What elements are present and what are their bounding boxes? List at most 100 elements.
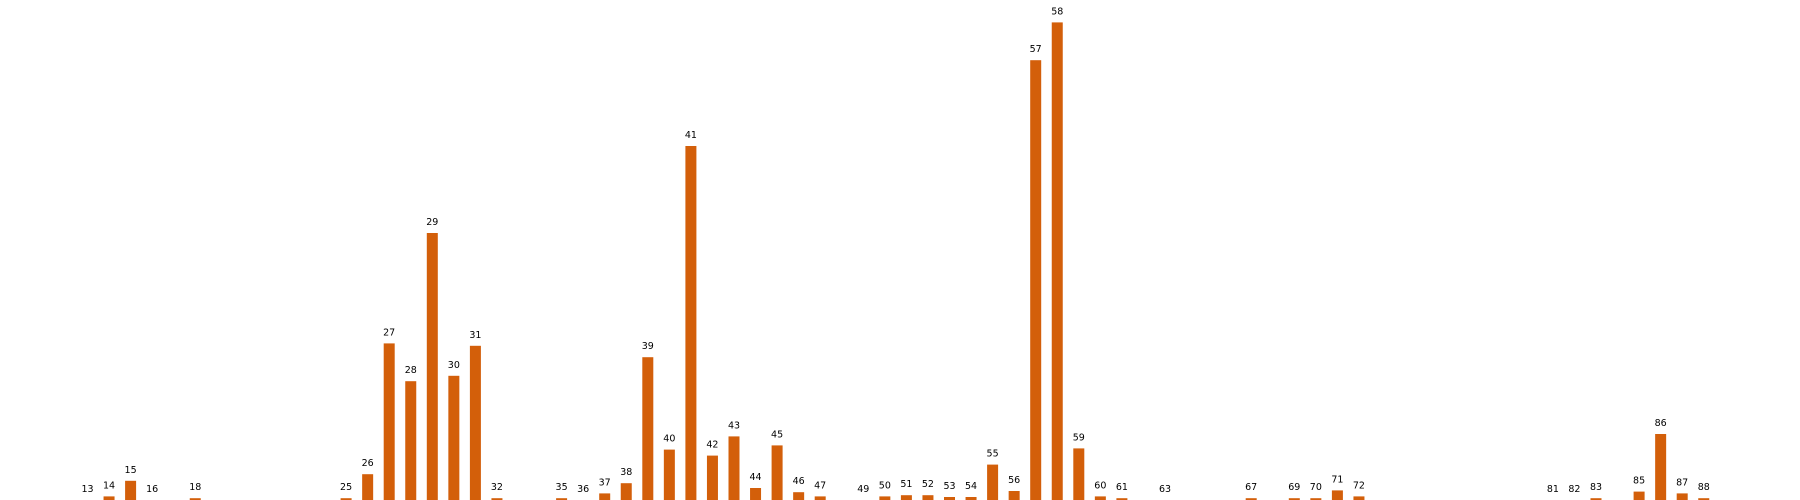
bar-47 (814, 496, 826, 500)
bar-87 (1676, 493, 1688, 500)
bar-label-16: 16 (146, 484, 158, 495)
bar-label-55: 55 (987, 449, 999, 460)
bar-label-27: 27 (383, 327, 395, 338)
bar-label-26: 26 (362, 458, 374, 469)
bar-41 (685, 146, 697, 500)
bar-88 (1698, 498, 1710, 500)
bar-label-37: 37 (599, 477, 611, 488)
bar-label-69: 69 (1288, 482, 1300, 493)
bar-label-14: 14 (103, 480, 115, 491)
bar-label-71: 71 (1331, 474, 1343, 485)
bar-60 (1094, 496, 1106, 500)
bar-42 (706, 455, 718, 500)
bar-label-58: 58 (1051, 6, 1063, 17)
bar-61 (1116, 498, 1128, 500)
bar-14 (103, 496, 115, 500)
bar-label-43: 43 (728, 420, 740, 431)
bar-58 (1051, 22, 1063, 500)
bar-30 (448, 375, 460, 500)
bar-label-49: 49 (857, 484, 869, 495)
bar-18 (189, 498, 201, 500)
bar-85 (1633, 491, 1645, 500)
bar-label-30: 30 (448, 360, 460, 371)
bar-label-31: 31 (469, 330, 481, 341)
bar-57 (1030, 60, 1042, 500)
bar-label-36: 36 (577, 484, 589, 495)
bar-53 (944, 497, 955, 500)
bar-label-35: 35 (556, 482, 568, 493)
bar-27 (383, 343, 395, 500)
bar-52 (922, 495, 934, 500)
bars-group (103, 22, 1710, 500)
bar-31 (469, 345, 481, 500)
bar-label-47: 47 (814, 480, 826, 491)
bar-45 (771, 445, 783, 500)
bar-54 (965, 497, 977, 500)
bar-label-28: 28 (405, 365, 417, 376)
bar-label-56: 56 (1008, 475, 1020, 486)
bar-label-18: 18 (189, 482, 201, 493)
bar-59 (1073, 448, 1085, 500)
bar-86 (1655, 434, 1667, 500)
bar-43 (728, 436, 740, 500)
bar-25 (340, 498, 352, 500)
bar-70 (1310, 498, 1322, 500)
bar-15 (125, 480, 137, 500)
bar-label-32: 32 (491, 482, 503, 493)
bar-label-52: 52 (922, 479, 934, 490)
bar-label-50: 50 (879, 480, 891, 491)
bar-label-59: 59 (1073, 432, 1085, 443)
bar-label-53: 53 (943, 481, 955, 492)
bar-label-60: 60 (1094, 480, 1106, 491)
bar-35 (556, 498, 568, 500)
bar-label-86: 86 (1655, 418, 1667, 429)
bar-67 (1245, 498, 1257, 500)
labels-group: 13 14 15 16 18 25 26 27 28 29 30 31 32 35 36 37 38 39 40 41… (81, 6, 1709, 495)
bar-label-82: 82 (1568, 484, 1580, 495)
bar-46 (793, 492, 805, 500)
bar-label-61: 61 (1116, 482, 1128, 493)
bar-label-46: 46 (793, 476, 805, 487)
bar-label-72: 72 (1353, 480, 1365, 491)
bar-label-87: 87 (1676, 477, 1688, 488)
bar-32 (491, 498, 503, 500)
bar-label-70: 70 (1310, 482, 1322, 493)
bar-44 (750, 488, 762, 500)
bar-69 (1288, 498, 1300, 500)
bar-label-54: 54 (965, 481, 977, 492)
bar-40 (663, 449, 675, 500)
bar-29 (426, 233, 438, 500)
bar-72 (1353, 496, 1365, 500)
bar-label-38: 38 (620, 467, 632, 478)
bar-28 (405, 381, 417, 500)
bar-label-25: 25 (340, 482, 352, 493)
bar-26 (362, 474, 374, 500)
bar-83 (1590, 498, 1602, 500)
bar-label-39: 39 (642, 341, 654, 352)
bar-label-63: 63 (1159, 484, 1171, 495)
bar-55 (987, 464, 999, 500)
bar-label-83: 83 (1590, 482, 1602, 493)
bar-39 (642, 357, 654, 500)
bar-label-41: 41 (685, 130, 697, 141)
bar-label-29: 29 (426, 217, 438, 228)
bar-51 (900, 495, 912, 500)
bar-50 (879, 496, 891, 500)
bar-label-57: 57 (1030, 44, 1042, 55)
bar-label-88: 88 (1698, 482, 1710, 493)
bar-37 (599, 493, 611, 500)
bar-label-51: 51 (900, 479, 912, 490)
bar-label-42: 42 (706, 440, 718, 451)
bar-56 (1008, 491, 1020, 500)
bar-label-40: 40 (663, 434, 675, 445)
bar-38 (620, 483, 632, 500)
bar-label-81: 81 (1547, 484, 1559, 495)
bar-label-67: 67 (1245, 482, 1257, 493)
bar-label-15: 15 (125, 465, 137, 476)
bar-label-85: 85 (1633, 476, 1645, 487)
bar-label-45: 45 (771, 429, 783, 440)
bar-label-44: 44 (750, 472, 762, 483)
bar-label-13: 13 (81, 484, 93, 495)
bar-71 (1331, 490, 1343, 500)
